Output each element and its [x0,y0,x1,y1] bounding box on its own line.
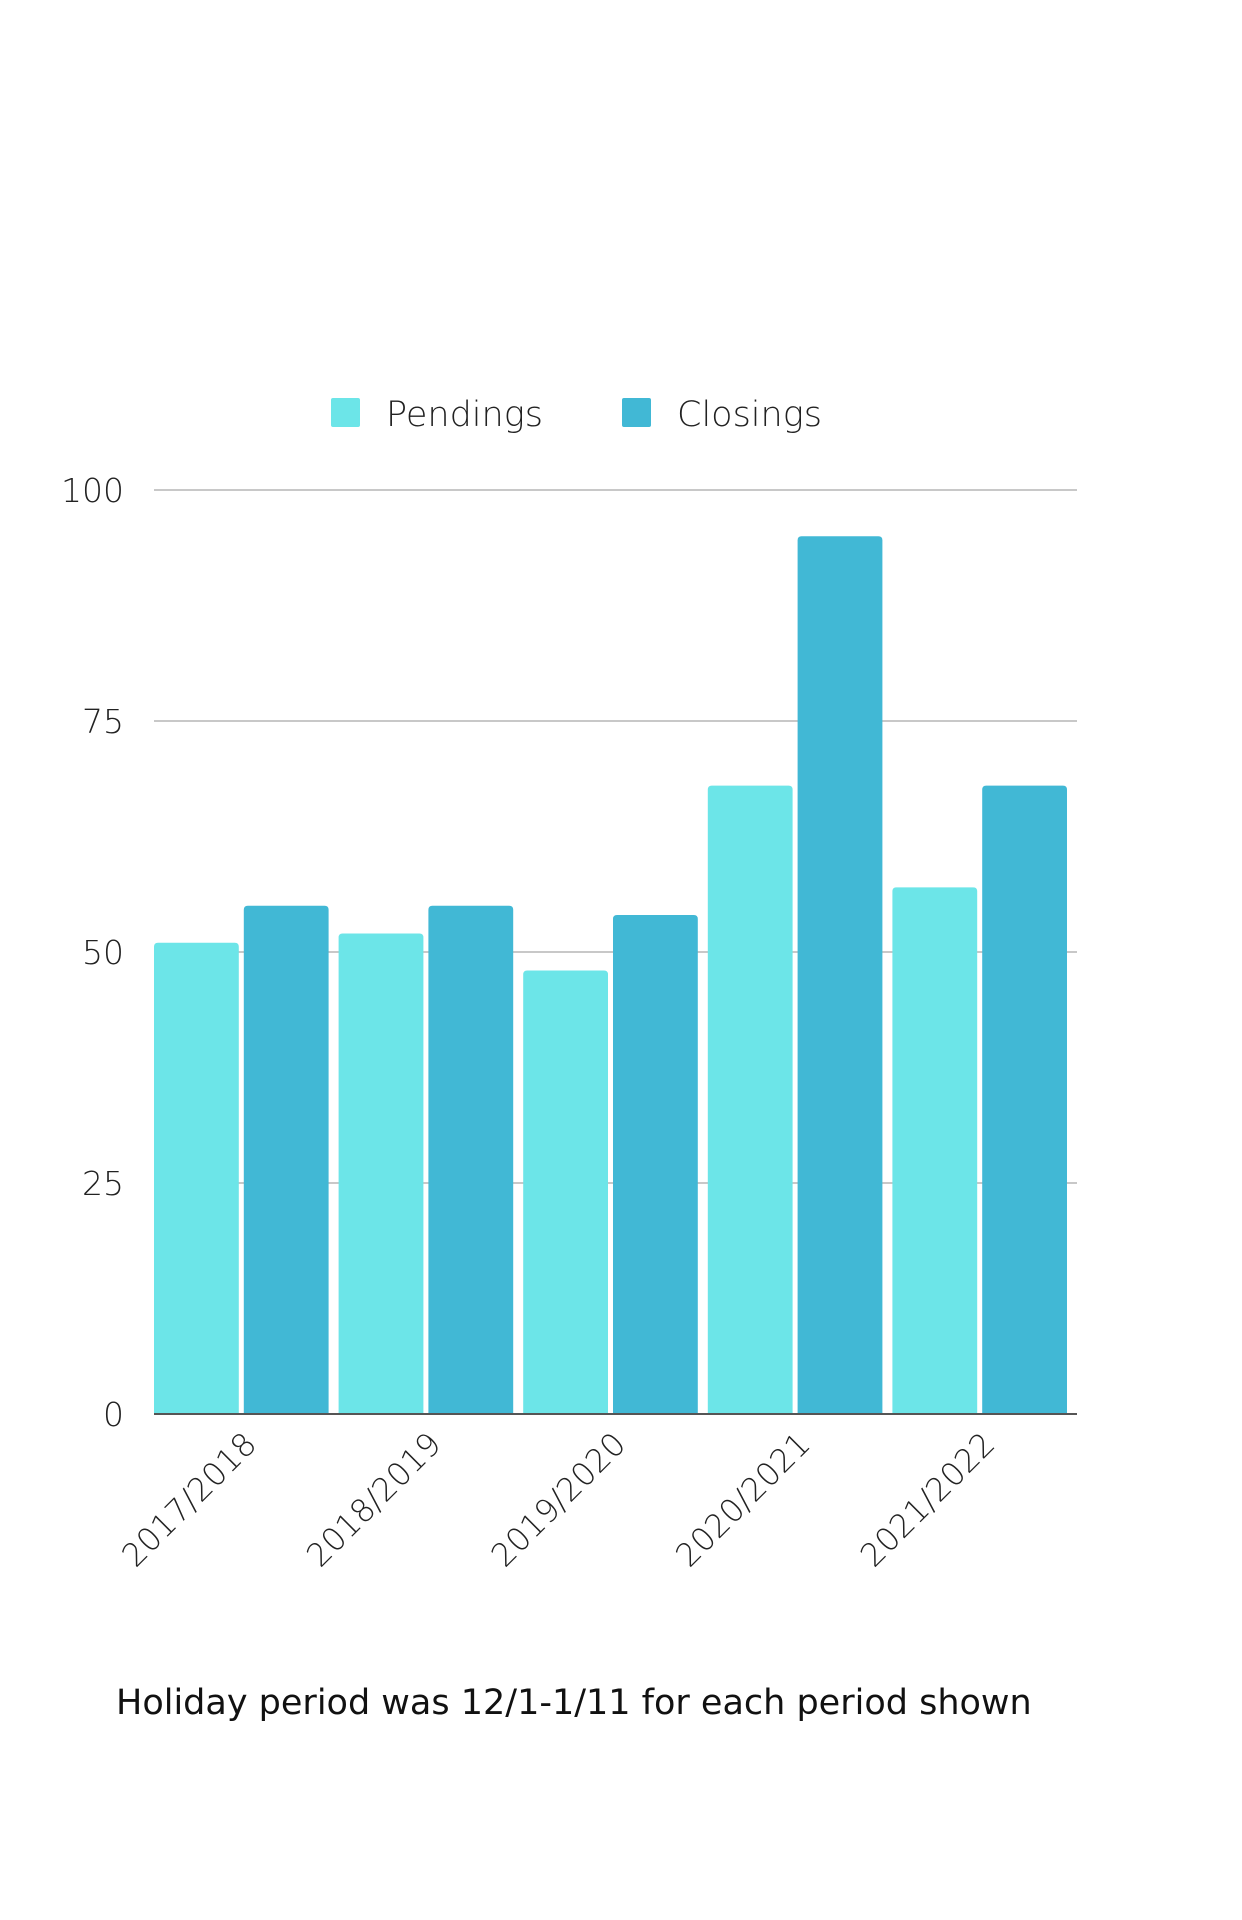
bar-pendings-2018-2019 [338,933,424,1414]
x-tick-label: 2020/2021 [668,1425,818,1575]
y-tick-label: 50 [82,933,124,972]
bar-closings-2019-2020 [613,915,698,1414]
legend-swatch-pendings [331,398,360,427]
legend-label-closings: Closings [677,395,822,435]
y-tick-label: 25 [82,1164,124,1203]
x-tick-label: 2017/2018 [114,1425,264,1575]
bars [154,536,1067,1414]
chart-caption: Holiday period was 12/1-1/11 for each pe… [116,1683,1032,1723]
legend: Pendings Closings [331,395,822,435]
x-tick-label: 2021/2022 [853,1425,1003,1575]
y-tick-label: 0 [103,1395,124,1434]
bar-pendings-2021-2022 [892,887,978,1414]
bar-closings-2018-2019 [428,905,514,1414]
bar-pendings-2017-2018 [154,942,239,1414]
bar-pendings-2020-2021 [707,785,793,1414]
x-axis-ticks: 2017/2018 2018/2019 2019/2020 2020/2021 2021… [114,1425,1002,1575]
bar-closings-2020-2021 [797,536,883,1414]
x-tick-label: 2018/2019 [299,1425,449,1575]
y-tick-label: 100 [61,471,124,510]
y-tick-label: 75 [82,702,124,741]
y-axis-ticks: 0 25 50 75 100 [61,471,124,1434]
x-tick-label: 2019/2020 [483,1425,633,1575]
legend-swatch-closings [622,398,651,427]
legend-label-pendings: Pendings [386,395,543,435]
bar-pendings-2019-2020 [523,970,608,1414]
bar-closings-2017-2018 [243,905,329,1414]
bar-closings-2021-2022 [982,785,1067,1414]
